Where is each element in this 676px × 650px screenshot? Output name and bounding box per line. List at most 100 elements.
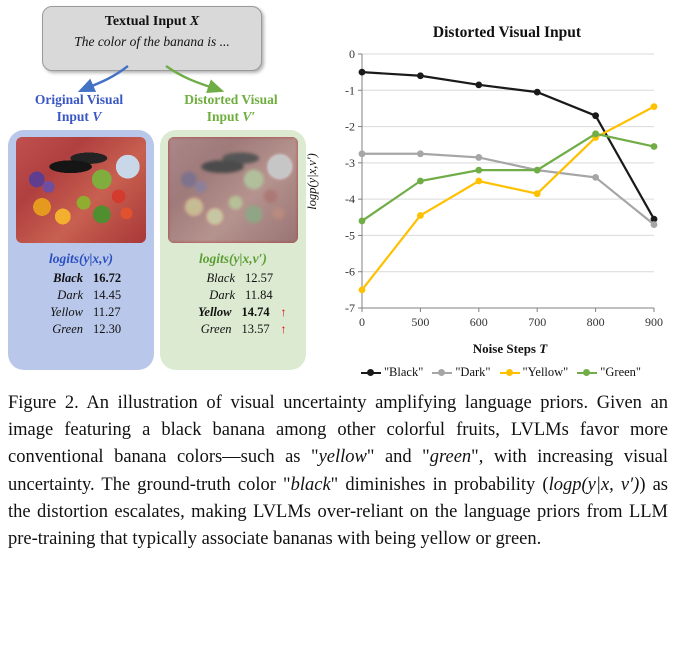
- original-logits-table: Black 16.72 Dark 14.45 Yellow 11.27 Green 12.30: [14, 270, 148, 338]
- branch-arrows: [77, 65, 225, 94]
- series-marker-dark: [358, 150, 366, 158]
- series-marker-dark: [417, 150, 424, 158]
- chart-title: Distorted Visual Input: [432, 24, 582, 41]
- original-visual-panel: logits(y|x,v) Black 16.72 Dark 14.45 Yellow 1…: [8, 130, 154, 370]
- y-tick-label: -7: [345, 301, 355, 315]
- logit-row: Yellow 14.74 ↑: [166, 304, 300, 321]
- legend-label: "Black": [383, 365, 424, 379]
- caption-segment: ) as the distortion escalates, making LV…: [8, 474, 668, 549]
- legend-marker-icon: [499, 369, 520, 376]
- arrow-to-original-icon: [77, 65, 129, 93]
- logit-row: Black 12.57: [166, 270, 300, 287]
- chart-legend: "Black" "Dark" "Yellow" "Green": [316, 365, 672, 380]
- textual-input-title: Textual Input X: [43, 14, 261, 30]
- y-tick-label: -2: [345, 120, 355, 134]
- up-arrow-icon: ↑: [280, 322, 287, 336]
- chart-plot: 0 -1 -2 -3 -4 -5 -6 -7 0 500 600 700 800 900: [345, 47, 663, 329]
- logit-value: 16.72: [93, 271, 122, 285]
- series-line-yellow: [361, 105, 655, 291]
- series-line-green: [361, 132, 655, 222]
- series-marker-yellow: [417, 212, 424, 219]
- logit-row: Black 16.72: [14, 270, 148, 287]
- series-marker-green: [475, 166, 483, 174]
- series-marker-dark: [650, 221, 658, 228]
- original-label-line1: Original Visual: [34, 92, 124, 107]
- series-marker-yellow: [475, 177, 483, 185]
- up-arrow-icon: ↑: [280, 305, 287, 319]
- distorted-label-line1: Distorted Visual: [184, 92, 278, 107]
- fruit-image-graphic: [16, 137, 146, 243]
- logit-value: 11.27: [93, 305, 121, 319]
- series-marker-yellow: [650, 103, 658, 111]
- series-marker-green: [417, 177, 424, 185]
- y-tick-label: -1: [345, 83, 355, 97]
- legend-item: "Green": [577, 365, 641, 380]
- series-marker-yellow: [533, 190, 541, 198]
- legend-item: "Black": [360, 365, 424, 380]
- logit-token-label: Dark: [209, 288, 235, 302]
- series-marker-black: [533, 88, 541, 96]
- original-label-variable: V: [92, 108, 102, 124]
- logit-value: 11.84: [245, 288, 273, 302]
- caption-segment: black: [290, 474, 331, 495]
- legend-dot-icon: [438, 369, 446, 376]
- x-tick-label: 600: [470, 315, 488, 329]
- series-marker-black: [650, 215, 658, 223]
- original-fruit-image: [16, 137, 146, 243]
- legend-label: "Yellow": [522, 365, 569, 379]
- y-tick-label: -6: [345, 265, 355, 279]
- legend-marker-icon: [577, 369, 598, 376]
- legend-dot-icon: [505, 369, 513, 376]
- fruit-image-distorted-graphic: [168, 137, 298, 243]
- logit-value: 13.57: [241, 322, 270, 336]
- y-axis-label: logp(y|x,v′): [304, 153, 319, 210]
- logit-token-label: Black: [206, 271, 235, 285]
- y-tick-label: 0: [349, 47, 355, 61]
- series-marker-green: [592, 130, 599, 138]
- logit-token-label: Green: [52, 322, 83, 336]
- series-line-dark: [362, 152, 655, 226]
- legend-marker-icon: [360, 369, 381, 376]
- figure-caption: Figure 2. An illustration of visual unce…: [8, 390, 668, 553]
- x-tick-label: 900: [645, 315, 663, 329]
- logit-token-label: Black: [53, 271, 83, 285]
- logit-token-label: Dark: [57, 288, 83, 302]
- logit-row: Dark 11.84: [166, 287, 300, 304]
- caption-segment: " diminishes in probability (: [330, 474, 549, 495]
- series-marker-green: [358, 217, 366, 225]
- textual-input-prompt: The color of the banana is ...: [74, 34, 230, 49]
- textual-input-title-text: Textual Input: [104, 14, 187, 29]
- logit-token-label: Yellow: [50, 305, 83, 319]
- x-tick-label: 500: [411, 315, 429, 329]
- series-marker-black: [358, 68, 366, 76]
- x-tick-label: 0: [359, 315, 365, 329]
- logit-value: 12.30: [93, 322, 122, 336]
- logit-value: 14.74: [241, 305, 270, 319]
- distorted-logits-title: logits(y|x,v′): [199, 251, 267, 266]
- original-visual-label: Original Visual Input V: [4, 92, 154, 126]
- distorted-visual-panel: logits(y|x,v′) Black 12.57 Dark 11.84 Yellow…: [160, 130, 306, 370]
- logit-row: Green 12.30: [14, 321, 148, 338]
- series-marker-black: [475, 81, 483, 89]
- series-marker-black: [417, 72, 424, 80]
- series-marker-dark: [592, 173, 599, 181]
- original-logits-title: logits(y|x,v): [48, 251, 114, 266]
- distorted-label-line2: Input: [206, 108, 240, 124]
- distorted-fruit-image: [168, 137, 298, 243]
- logit-value: 12.57: [245, 271, 274, 285]
- legend-item: "Dark": [432, 365, 491, 380]
- y-tick-label: -4: [345, 192, 355, 206]
- x-tick-label: 800: [587, 315, 605, 329]
- caption-segment: ", with increasing visual uncertainty. T…: [8, 447, 668, 495]
- caption-segment: green: [429, 447, 472, 468]
- legend-item: "Yellow": [499, 365, 569, 380]
- y-tick-label: -3: [345, 156, 355, 170]
- logit-row: Yellow 11.27: [14, 304, 148, 321]
- x-axis-label: Noise Steps T: [316, 341, 672, 357]
- caption-segment: " and ": [366, 447, 430, 468]
- x-tick-label: 700: [528, 315, 546, 329]
- caption-segment: logp(y|x, v′): [548, 474, 640, 495]
- series-marker-dark: [475, 154, 483, 161]
- legend-dot-icon: [366, 369, 374, 376]
